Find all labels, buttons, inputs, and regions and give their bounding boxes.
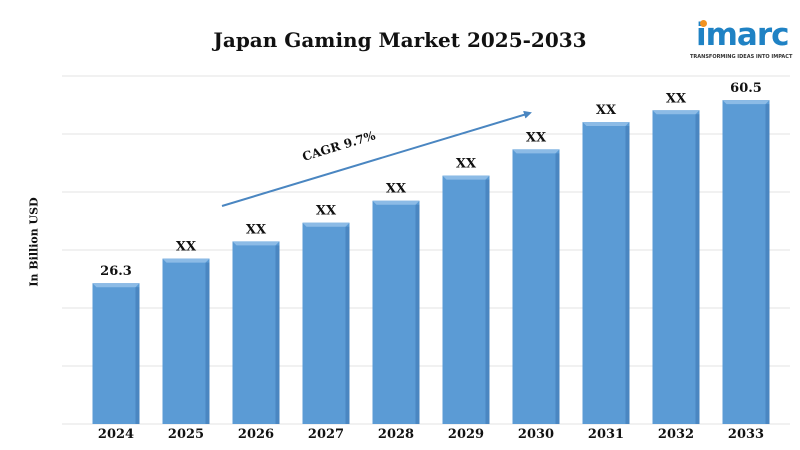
x-tick-2031: 2031 <box>588 427 624 442</box>
data-labels: 26.3 XX XX XX XX XX XX XX XX 60.5 <box>100 81 762 279</box>
data-label-2026: XX <box>246 222 267 237</box>
data-label-2029: XX <box>456 157 477 172</box>
bar-bevel-2025 <box>162 258 210 263</box>
bar-2031 <box>582 122 630 424</box>
bar-edge-2026 <box>275 245 280 424</box>
data-label-2030: XX <box>526 130 547 145</box>
bar-bevel-2033 <box>722 100 770 105</box>
bar-edge-2032 <box>695 114 700 424</box>
bar-2029 <box>442 175 490 424</box>
bar-edge-2025 <box>205 262 210 424</box>
x-tick-labels: 2024 2025 2026 2027 2028 2029 2030 2031 2032 2033 <box>98 427 764 442</box>
bar-2030 <box>512 149 560 424</box>
bar-edge-2033 <box>765 104 770 424</box>
data-label-2024: 26.3 <box>100 264 132 279</box>
bar-2032 <box>652 110 700 424</box>
x-tick-2027: 2027 <box>308 427 344 442</box>
data-label-2027: XX <box>316 204 337 219</box>
data-label-2028: XX <box>386 182 407 197</box>
bar-bevel-2029 <box>442 175 490 180</box>
logo-tagline: TRANSFORMING IDEAS INTO IMPACT <box>690 54 793 60</box>
imarc-logo: imarc TRANSFORMING IDEAS INTO IMPACT <box>690 17 792 64</box>
bar-2027 <box>302 222 350 424</box>
bars <box>92 100 770 424</box>
data-label-2033: 60.5 <box>730 81 762 96</box>
data-label-2025: XX <box>176 240 197 255</box>
cagr-arrow <box>221 110 532 207</box>
bar-edge-2028 <box>415 204 420 424</box>
bar-bevel-2028 <box>372 200 420 205</box>
bar-edge-2027 <box>345 226 350 424</box>
bar-edge-2029 <box>485 179 490 424</box>
bar-2024 <box>92 283 140 424</box>
x-tick-2024: 2024 <box>98 427 134 442</box>
bar-bevel-2031 <box>582 122 630 127</box>
data-label-2031: XX <box>596 103 617 118</box>
bar-edge-2024 <box>135 287 140 424</box>
bar-edge-2030 <box>555 153 560 424</box>
bar-2028 <box>372 200 420 424</box>
x-tick-2028: 2028 <box>378 427 414 442</box>
chart-title: Japan Gaming Market 2025-2033 <box>213 28 587 52</box>
x-tick-2026: 2026 <box>238 427 274 442</box>
bar-bevel-2026 <box>232 241 280 246</box>
x-tick-2033: 2033 <box>728 427 764 442</box>
x-tick-2032: 2032 <box>658 427 694 442</box>
bar-2033 <box>722 100 770 424</box>
logo-wordmark: imarc <box>696 17 790 53</box>
x-tick-2030: 2030 <box>518 427 554 442</box>
bar-bevel-2032 <box>652 110 700 115</box>
bar-bevel-2030 <box>512 149 560 154</box>
x-tick-2029: 2029 <box>448 427 484 442</box>
bar-2026 <box>232 241 280 424</box>
bar-edge-2031 <box>625 126 630 424</box>
bar-bevel-2024 <box>92 283 140 288</box>
bar-bevel-2027 <box>302 222 350 227</box>
bar-2025 <box>162 258 210 424</box>
logo-dot-icon <box>700 20 707 27</box>
data-label-2032: XX <box>666 91 687 106</box>
x-tick-2025: 2025 <box>168 427 204 442</box>
